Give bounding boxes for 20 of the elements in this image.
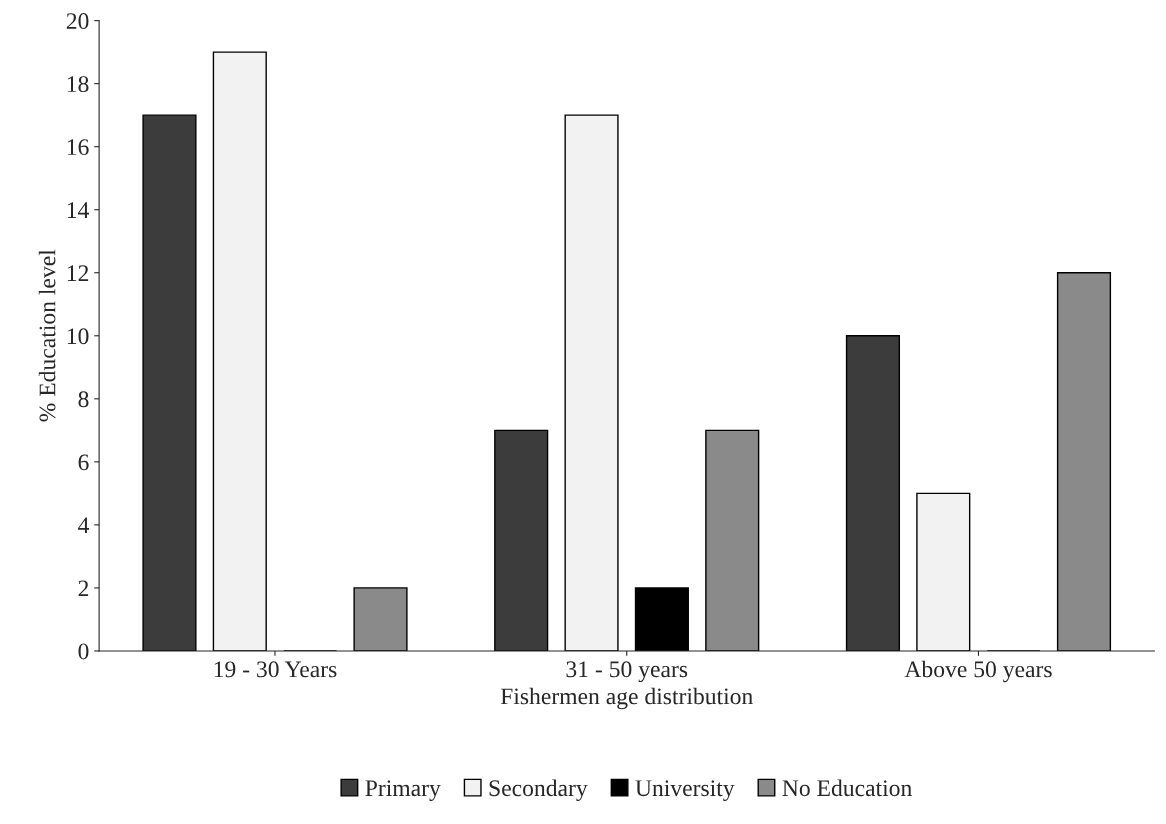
y-tick-label: 16 [67, 139, 89, 156]
legend-label: No Education [782, 779, 912, 797]
x-tick-label: Above 50 years [904, 660, 1052, 683]
y-tick-label: 2 [78, 580, 89, 597]
x-tick-label: 31 - 50 years [566, 661, 688, 683]
y-axis-title: % Education level [38, 249, 56, 422]
y-tick-label: 0 [78, 643, 89, 660]
y-tick-label: 20 [66, 13, 89, 30]
legend-label: Primary [365, 780, 441, 801]
y-tick-label: 8 [78, 391, 89, 408]
y-tick-label: 18 [67, 76, 89, 93]
y-tick-label: 12 [67, 265, 89, 281]
x-tick-label: 19 - 30 Years [214, 661, 337, 678]
y-tick-label: 4 [78, 517, 90, 534]
y-tick-label: 6 [78, 454, 89, 471]
y-tick-label: 14 [67, 202, 90, 218]
x-axis-title: Fishermen age distribution [500, 687, 753, 710]
y-tick-label: 10 [67, 328, 89, 345]
legend-label: University [635, 780, 735, 801]
legend-label: Secondary [489, 779, 588, 801]
